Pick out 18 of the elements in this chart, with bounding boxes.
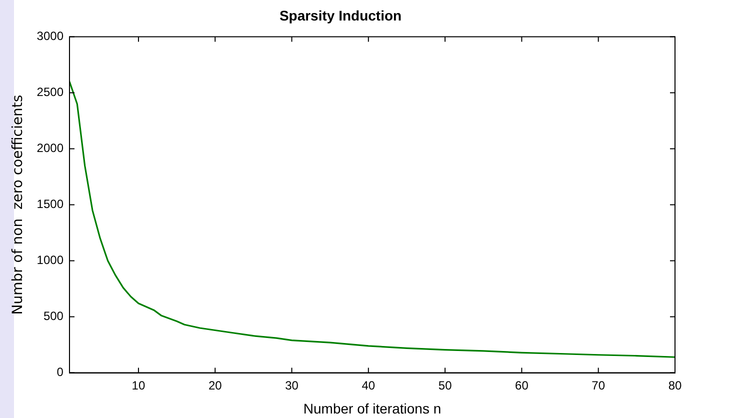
y-tick-label: 1000	[36, 253, 64, 268]
y-tick-label: 2000	[36, 141, 64, 156]
y-tick-label: 2500	[36, 85, 64, 100]
y-tick-label: 3000	[36, 29, 64, 44]
chart-title: Sparsity Induction	[279, 7, 402, 24]
y-axis-title: Numbr of non zero coefficients	[10, 94, 26, 315]
x-axis-title: Number of iterations n	[303, 400, 442, 416]
x-tick-label: 70	[592, 378, 606, 392]
y-tick-label: 0	[56, 365, 64, 380]
x-tick-label: 60	[515, 378, 529, 392]
x-tick-label: 50	[438, 378, 452, 392]
x-tick-label: 20	[208, 378, 222, 392]
x-tick-label: 80	[668, 378, 682, 392]
x-tick-label: 30	[285, 378, 299, 392]
y-tick-label: 1500	[36, 197, 64, 212]
y-tick-label: 500	[43, 309, 64, 324]
x-tick-label: 10	[132, 378, 146, 392]
x-tick-label: 40	[362, 378, 376, 392]
